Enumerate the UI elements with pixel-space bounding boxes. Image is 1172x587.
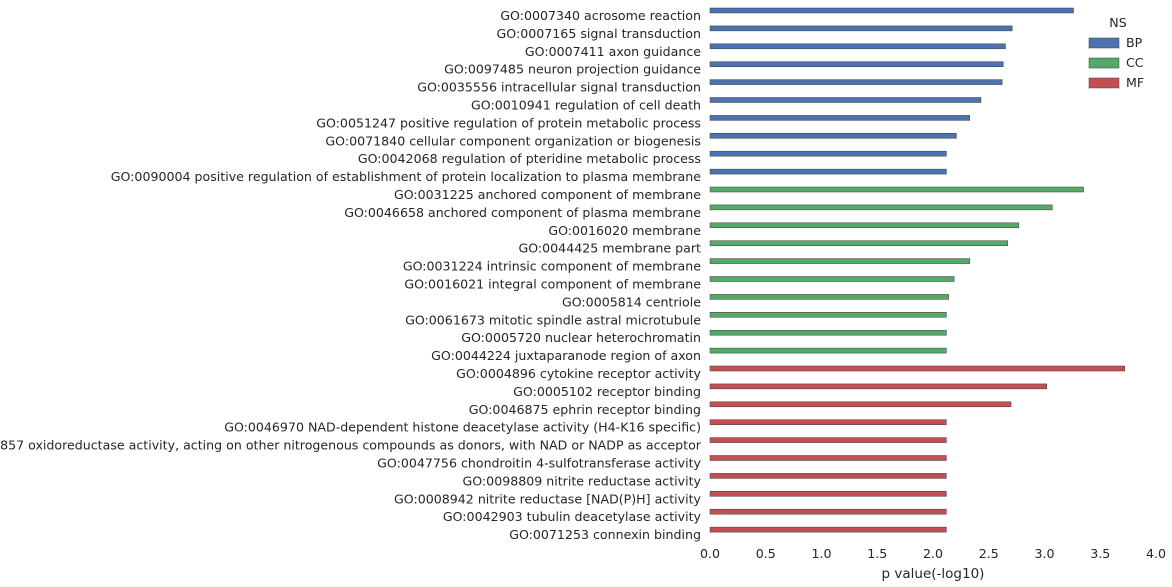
bar-cc xyxy=(709,186,1084,193)
legend-swatch-cc xyxy=(1088,57,1120,69)
x-tick-label: 1.5 xyxy=(867,546,887,561)
x-tick-label: 0.0 xyxy=(700,546,720,561)
bar-bp xyxy=(709,115,971,121)
category-label: GO:0061673 mitotic spindle astral microt… xyxy=(405,312,701,327)
category-label: GO:0007340 acrosome reaction xyxy=(500,8,701,23)
category-label: GO:0042068 regulation of pteridine metab… xyxy=(358,151,701,166)
bar-cc xyxy=(709,276,955,282)
legend-label-bp: BP xyxy=(1126,35,1143,50)
bar-bp xyxy=(709,150,947,157)
x-tick-label: 1.0 xyxy=(811,546,831,561)
bar-bp xyxy=(709,25,1013,32)
bar-cc xyxy=(709,222,1020,229)
bar-cc xyxy=(709,347,947,354)
legend: NS BP CC MF xyxy=(1088,15,1144,90)
bar-mf xyxy=(709,491,947,497)
bar-cc xyxy=(709,312,947,318)
category-label: GO:0042903 tubulin deacetylase activity xyxy=(443,509,702,524)
bar-bp xyxy=(709,7,1074,14)
category-label: GO:0016021 integral component of membran… xyxy=(404,277,701,292)
legend-label-cc: CC xyxy=(1126,55,1144,70)
category-label: GO:0071840 cellular component organizati… xyxy=(325,133,701,148)
x-axis-title: p value(-log10) xyxy=(882,566,985,582)
bar-mf xyxy=(709,508,947,515)
bar-mf xyxy=(709,455,947,461)
category-label: GO:0008942 nitrite reductase [NAD(P)H] a… xyxy=(394,491,702,506)
bar-cc xyxy=(709,329,947,336)
legend-swatch-mf xyxy=(1088,77,1120,89)
category-label: GO:0005102 receptor binding xyxy=(513,384,701,399)
legend-label-mf: MF xyxy=(1126,75,1144,90)
x-tick-label: 0.5 xyxy=(756,546,776,561)
bar-mf xyxy=(709,526,947,533)
x-tick-label: 3.0 xyxy=(1034,546,1054,561)
category-label: GO:0098809 nitrite reductase activity xyxy=(462,473,701,488)
x-tick-label: 2.5 xyxy=(979,546,999,561)
category-label: GO:0031224 intrinsic component of membra… xyxy=(403,259,701,274)
bar-bp xyxy=(709,133,957,139)
bar-mf xyxy=(709,419,947,425)
bar-bp xyxy=(709,43,1006,50)
category-label: GO:0010941 regulation of cell death xyxy=(471,98,701,113)
category-label: GO:0007165 signal transduction xyxy=(497,26,701,41)
category-label: GO:0005720 nuclear heterochromatin xyxy=(461,330,701,345)
x-tick-label: 4.0 xyxy=(1146,546,1166,561)
category-label: GO:0031225 anchored component of membran… xyxy=(394,187,701,202)
bar-bp xyxy=(709,61,1004,67)
bar-mf xyxy=(709,383,1047,390)
category-label: GO:0046970 NAD-dependent histone deacety… xyxy=(224,420,701,435)
category-label: GO:0097485 neuron projection guidance xyxy=(444,62,701,77)
x-tick-labels-group: 0.0 0.5 1.0 1.5 2.0 2.5 3.0 3.5 4.0 xyxy=(700,546,1166,561)
legend-swatch-bp xyxy=(1088,37,1120,49)
category-label: GO:0044425 membrane part xyxy=(518,241,701,256)
category-label: GO:0005814 centriole xyxy=(562,294,701,309)
category-labels-group: GO:0007340 acrosome reaction GO:0007165 s… xyxy=(0,8,702,542)
bar-cc xyxy=(709,258,971,264)
bars-group xyxy=(709,7,1126,533)
bar-cc xyxy=(709,294,949,300)
category-label: GO:0046857 oxidoreductase activity, acti… xyxy=(0,438,702,453)
category-label: GO:0044224 juxtaparanode region of axon xyxy=(431,348,701,363)
category-label: GO:0035556 intracellular signal transduc… xyxy=(417,80,701,95)
category-label: GO:0007411 axon guidance xyxy=(525,44,701,59)
category-label: GO:0090004 positive regulation of establ… xyxy=(111,169,702,184)
x-tick-label: 3.5 xyxy=(1090,546,1110,561)
bar-mf xyxy=(709,401,1012,408)
bar-bp xyxy=(709,168,947,175)
x-tick-label: 2.0 xyxy=(923,546,943,561)
bar-bp xyxy=(709,97,982,103)
category-label: GO:0047756 chondroitin 4-sulfotransferas… xyxy=(377,456,701,471)
bar-mf xyxy=(709,365,1126,372)
category-label: GO:0016020 membrane xyxy=(548,223,701,238)
category-label: GO:0051247 positive regulation of protei… xyxy=(316,115,701,130)
category-label: GO:0046658 anchored component of plasma … xyxy=(344,205,701,220)
bar-mf xyxy=(709,473,947,479)
bar-cc xyxy=(709,204,1053,211)
bar-bp xyxy=(709,79,1003,85)
bar-cc xyxy=(709,240,1008,246)
bar-mf xyxy=(709,437,947,443)
category-label: GO:0004896 cytokine receptor activity xyxy=(456,366,701,381)
category-label: GO:0046875 ephrin receptor binding xyxy=(469,402,701,417)
category-label: GO:0071253 connexin binding xyxy=(509,527,701,542)
legend-title: NS xyxy=(1109,15,1126,30)
